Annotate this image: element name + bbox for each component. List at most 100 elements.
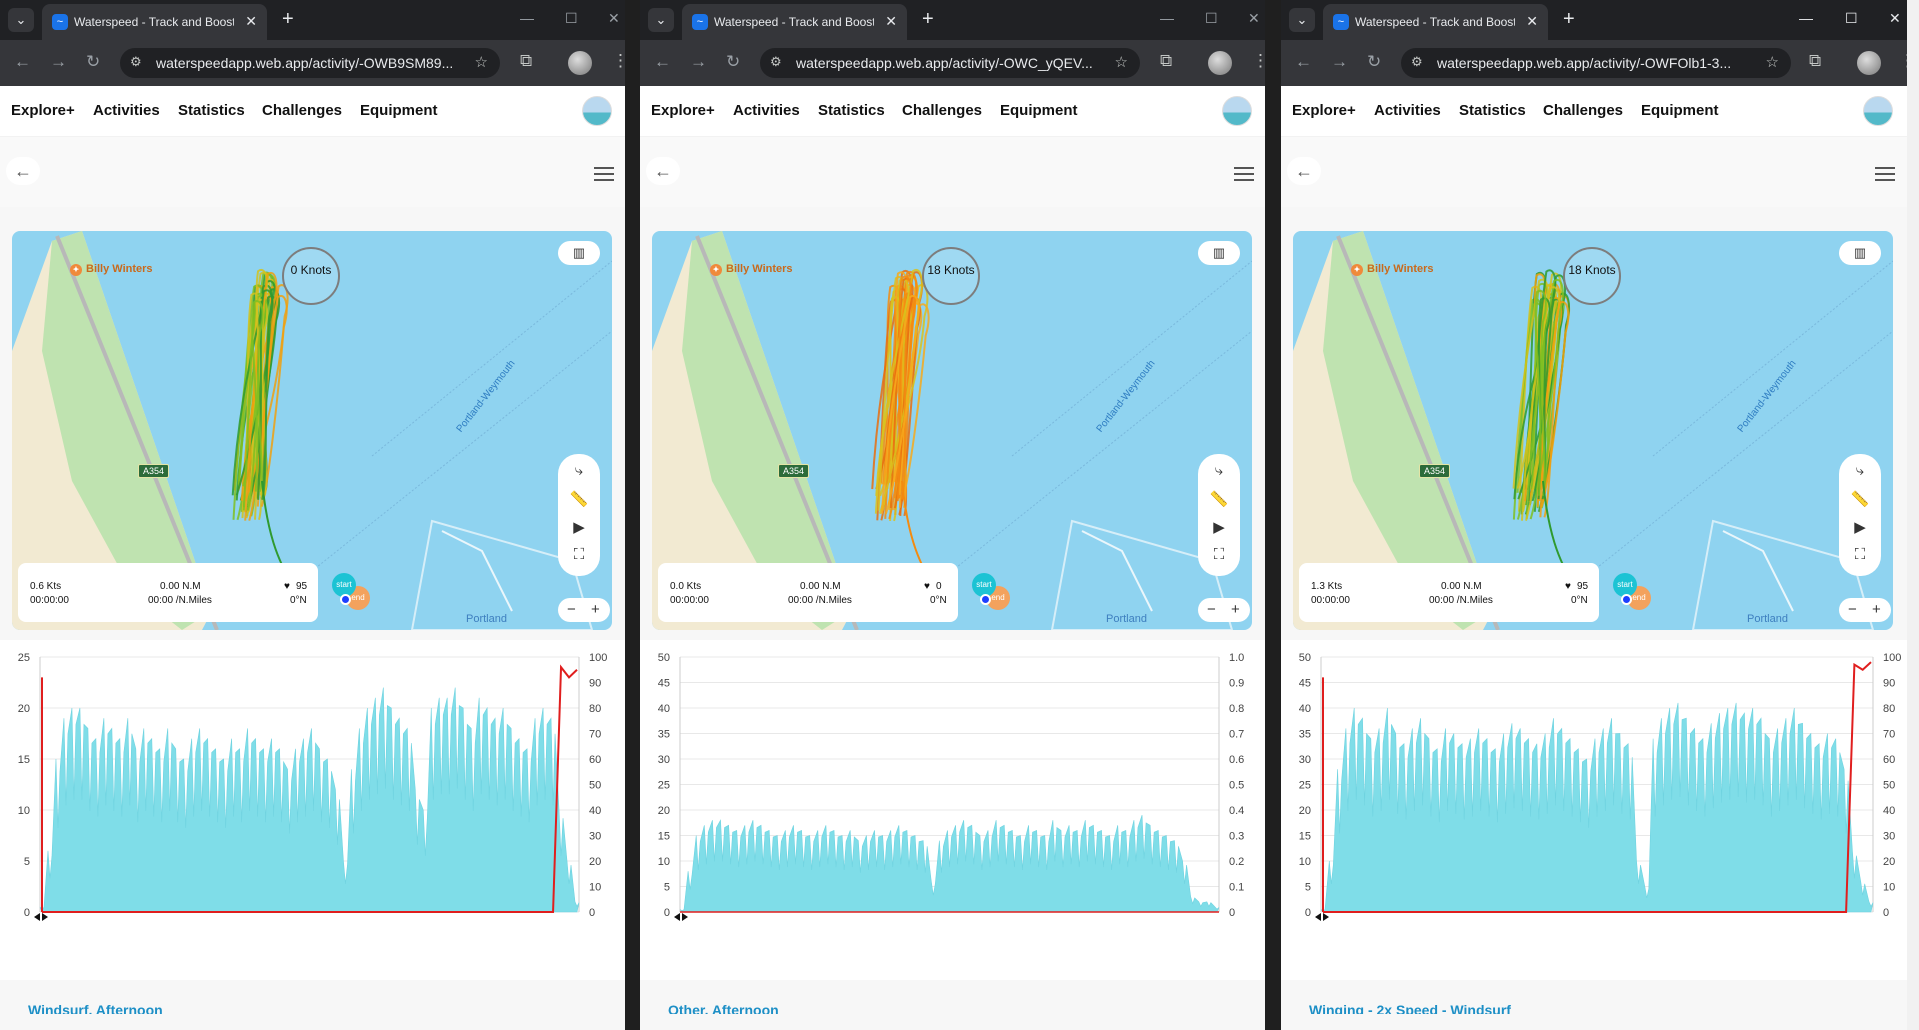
site-info-icon[interactable]: ⚙: [770, 54, 782, 69]
close-tab-icon[interactable]: ✕: [885, 13, 897, 29]
play-icon[interactable]: ▶: [1854, 519, 1866, 536]
speed-chart[interactable]: 0 5 10 15 20 25 0 10 20 30 40 50 60 70 80 90 100: [0, 640, 625, 980]
reload-icon[interactable]: ↻: [726, 52, 741, 71]
profile-icon[interactable]: [568, 51, 592, 75]
user-avatar[interactable]: [582, 96, 612, 126]
maximize-icon[interactable]: ☐: [1205, 10, 1218, 26]
activity-title-link[interactable]: Windsurf, Afternoon: [28, 1002, 163, 1014]
back-arrow-button[interactable]: ←: [646, 157, 680, 185]
nav-statistics[interactable]: Statistics: [178, 102, 245, 119]
nav-challenges[interactable]: Challenges: [262, 102, 343, 119]
maximize-icon[interactable]: ☐: [1845, 10, 1858, 26]
menu-dots-icon[interactable]: ⋮: [1252, 51, 1265, 70]
close-window-icon[interactable]: ✕: [1889, 10, 1901, 26]
forward-icon[interactable]: →: [1331, 52, 1348, 71]
activity-title-link[interactable]: Other, Afternoon: [668, 1002, 779, 1014]
map-layers-button[interactable]: ▥: [1839, 241, 1881, 265]
hamburger-menu-icon[interactable]: [1875, 167, 1895, 181]
play-icon[interactable]: ▶: [1213, 519, 1225, 536]
profile-icon[interactable]: [1208, 51, 1232, 75]
zoom-in-icon[interactable]: +: [1872, 601, 1881, 618]
menu-dots-icon[interactable]: ⋮: [612, 51, 625, 70]
tab-search-button[interactable]: ⌄: [1289, 8, 1315, 32]
poi-billy-winters[interactable]: ✦ Billy Winters: [1351, 263, 1434, 276]
hamburger-menu-icon[interactable]: [1234, 167, 1254, 181]
forward-icon[interactable]: →: [50, 52, 67, 71]
maximize-icon[interactable]: ☐: [565, 10, 578, 26]
back-arrow-button[interactable]: ←: [6, 157, 40, 185]
speed-chart[interactable]: 0 5 10 15 20 25 30 35 40 45 50 0 10 20 30 40 50 60 70 80 90 1…: [1281, 640, 1919, 980]
new-tab-button[interactable]: +: [1563, 8, 1575, 30]
start-pin[interactable]: start: [1613, 573, 1637, 597]
nav-statistics[interactable]: Statistics: [818, 102, 885, 119]
ruler-icon[interactable]: 📏: [1209, 491, 1229, 508]
site-info-icon[interactable]: ⚙: [1411, 54, 1423, 69]
fullscreen-icon[interactable]: ⛶: [1854, 546, 1866, 563]
nav-statistics[interactable]: Statistics: [1459, 102, 1526, 119]
nav-explore[interactable]: Explore+: [1292, 102, 1356, 119]
poi-billy-winters[interactable]: ✦ Billy Winters: [70, 263, 153, 276]
activity-title-link[interactable]: Winging - 2x Speed - Windsurf: [1309, 1002, 1511, 1014]
nav-equipment[interactable]: Equipment: [360, 102, 438, 119]
poi-billy-winters[interactable]: ✦ Billy Winters: [710, 263, 793, 276]
back-icon[interactable]: ←: [14, 52, 31, 71]
nav-equipment[interactable]: Equipment: [1641, 102, 1719, 119]
nav-explore[interactable]: Explore+: [11, 102, 75, 119]
close-window-icon[interactable]: ✕: [608, 10, 620, 26]
track-map[interactable]: ✦ Billy Winters A354 Portland-Weymouth Po…: [652, 231, 1252, 630]
fullscreen-icon[interactable]: ⛶: [1213, 546, 1225, 563]
extensions-icon[interactable]: ⧉: [520, 51, 533, 70]
address-bar[interactable]: ⚙ waterspeedapp.web.app/activity/-OWC_yQ…: [760, 48, 1140, 78]
nav-activities[interactable]: Activities: [93, 102, 160, 119]
user-avatar[interactable]: [1863, 96, 1893, 126]
reload-icon[interactable]: ↻: [1367, 52, 1382, 71]
close-window-icon[interactable]: ✕: [1248, 10, 1260, 26]
bookmark-star-icon[interactable]: ☆: [474, 54, 488, 71]
nav-activities[interactable]: Activities: [733, 102, 800, 119]
track-map[interactable]: ✦ Billy Winters A354 Portland-Weymouth Po…: [1293, 231, 1893, 630]
minimize-icon[interactable]: —: [1160, 10, 1174, 26]
nav-activities[interactable]: Activities: [1374, 102, 1441, 119]
tab-search-button[interactable]: ⌄: [648, 8, 674, 32]
forward-icon[interactable]: →: [690, 52, 707, 71]
nav-equipment[interactable]: Equipment: [1000, 102, 1078, 119]
browser-tab[interactable]: ~ Waterspeed - Track and Boost y ✕: [1323, 4, 1548, 40]
map-layers-button[interactable]: ▥: [558, 241, 600, 265]
profile-icon[interactable]: [1857, 51, 1881, 75]
zoom-out-icon[interactable]: −: [1848, 601, 1857, 618]
zoom-in-icon[interactable]: +: [1231, 601, 1240, 618]
nav-challenges[interactable]: Challenges: [902, 102, 983, 119]
extensions-icon[interactable]: ⧉: [1160, 51, 1173, 70]
bookmark-star-icon[interactable]: ☆: [1765, 54, 1779, 71]
new-tab-button[interactable]: +: [282, 8, 294, 30]
zoom-out-icon[interactable]: −: [1207, 601, 1216, 618]
start-pin[interactable]: start: [332, 573, 356, 597]
back-icon[interactable]: ←: [654, 52, 671, 71]
speed-chart[interactable]: 0 5 10 15 20 25 30 35 40 45 50 0 0.1 0.2 0.3 0.4 0.5 0.6 0…: [640, 640, 1265, 980]
page-scrollbar[interactable]: [1907, 0, 1919, 1030]
back-arrow-button[interactable]: ←: [1287, 157, 1321, 185]
start-pin[interactable]: start: [972, 573, 996, 597]
ruler-icon[interactable]: 📏: [569, 491, 589, 508]
hamburger-menu-icon[interactable]: [594, 167, 614, 181]
close-tab-icon[interactable]: ✕: [1526, 13, 1538, 29]
user-avatar[interactable]: [1222, 96, 1252, 126]
nav-explore[interactable]: Explore+: [651, 102, 715, 119]
zoom-in-icon[interactable]: +: [591, 601, 600, 618]
route-icon[interactable]: ⤷: [574, 462, 584, 479]
browser-tab[interactable]: ~ Waterspeed - Track and Boost y ✕: [42, 4, 267, 40]
track-map[interactable]: ✦ Billy Winters A354 Portland-Weymouth Po…: [12, 231, 612, 630]
map-layers-button[interactable]: ▥: [1198, 241, 1240, 265]
ruler-icon[interactable]: 📏: [1850, 491, 1870, 508]
address-bar[interactable]: ⚙ waterspeedapp.web.app/activity/-OWFOlb…: [1401, 48, 1791, 78]
site-info-icon[interactable]: ⚙: [130, 54, 142, 69]
nav-challenges[interactable]: Challenges: [1543, 102, 1624, 119]
extensions-icon[interactable]: ⧉: [1809, 51, 1822, 70]
reload-icon[interactable]: ↻: [86, 52, 101, 71]
fullscreen-icon[interactable]: ⛶: [573, 546, 585, 563]
address-bar[interactable]: ⚙ waterspeedapp.web.app/activity/-OWB9SM…: [120, 48, 500, 78]
bookmark-star-icon[interactable]: ☆: [1114, 54, 1128, 71]
close-tab-icon[interactable]: ✕: [245, 13, 257, 29]
route-icon[interactable]: ⤷: [1855, 462, 1865, 479]
minimize-icon[interactable]: —: [520, 10, 534, 26]
